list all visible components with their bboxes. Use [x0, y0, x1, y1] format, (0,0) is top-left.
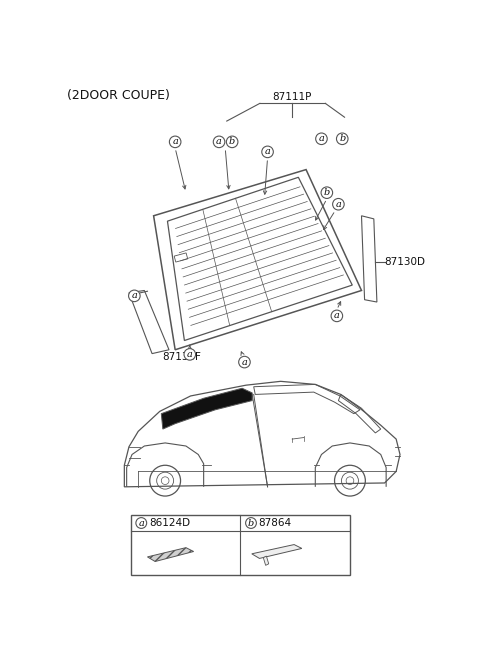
Text: a: a: [172, 137, 178, 146]
Circle shape: [246, 518, 256, 528]
Circle shape: [213, 136, 225, 148]
Circle shape: [321, 187, 333, 199]
Circle shape: [169, 136, 181, 148]
Text: a: a: [138, 518, 144, 527]
Text: 86124D: 86124D: [149, 518, 190, 528]
Circle shape: [262, 146, 273, 157]
Polygon shape: [264, 556, 269, 565]
Text: a: a: [241, 358, 247, 367]
Circle shape: [184, 348, 195, 360]
Text: b: b: [248, 518, 254, 527]
Text: b: b: [324, 188, 330, 197]
Text: a: a: [334, 312, 340, 320]
Polygon shape: [147, 548, 193, 562]
Text: a: a: [319, 134, 324, 143]
Circle shape: [227, 136, 238, 148]
Circle shape: [129, 290, 140, 302]
Text: a: a: [132, 291, 137, 300]
Text: b: b: [339, 134, 346, 143]
Text: a: a: [187, 350, 193, 359]
Circle shape: [333, 199, 344, 210]
Bar: [174, 253, 188, 262]
Text: b: b: [229, 137, 235, 146]
Polygon shape: [252, 544, 302, 558]
Text: a: a: [336, 199, 341, 209]
Text: 87130D: 87130D: [384, 257, 426, 267]
Circle shape: [316, 133, 327, 144]
Circle shape: [136, 518, 147, 528]
Circle shape: [239, 356, 250, 368]
Circle shape: [331, 310, 343, 321]
Text: a: a: [264, 148, 271, 156]
Polygon shape: [161, 388, 252, 429]
Text: 87864: 87864: [259, 518, 292, 528]
Text: 87130F: 87130F: [162, 352, 201, 363]
Text: (2DOOR COUPE): (2DOOR COUPE): [67, 89, 170, 102]
Text: a: a: [216, 137, 222, 146]
Text: 87111P: 87111P: [273, 92, 312, 102]
Circle shape: [336, 133, 348, 144]
